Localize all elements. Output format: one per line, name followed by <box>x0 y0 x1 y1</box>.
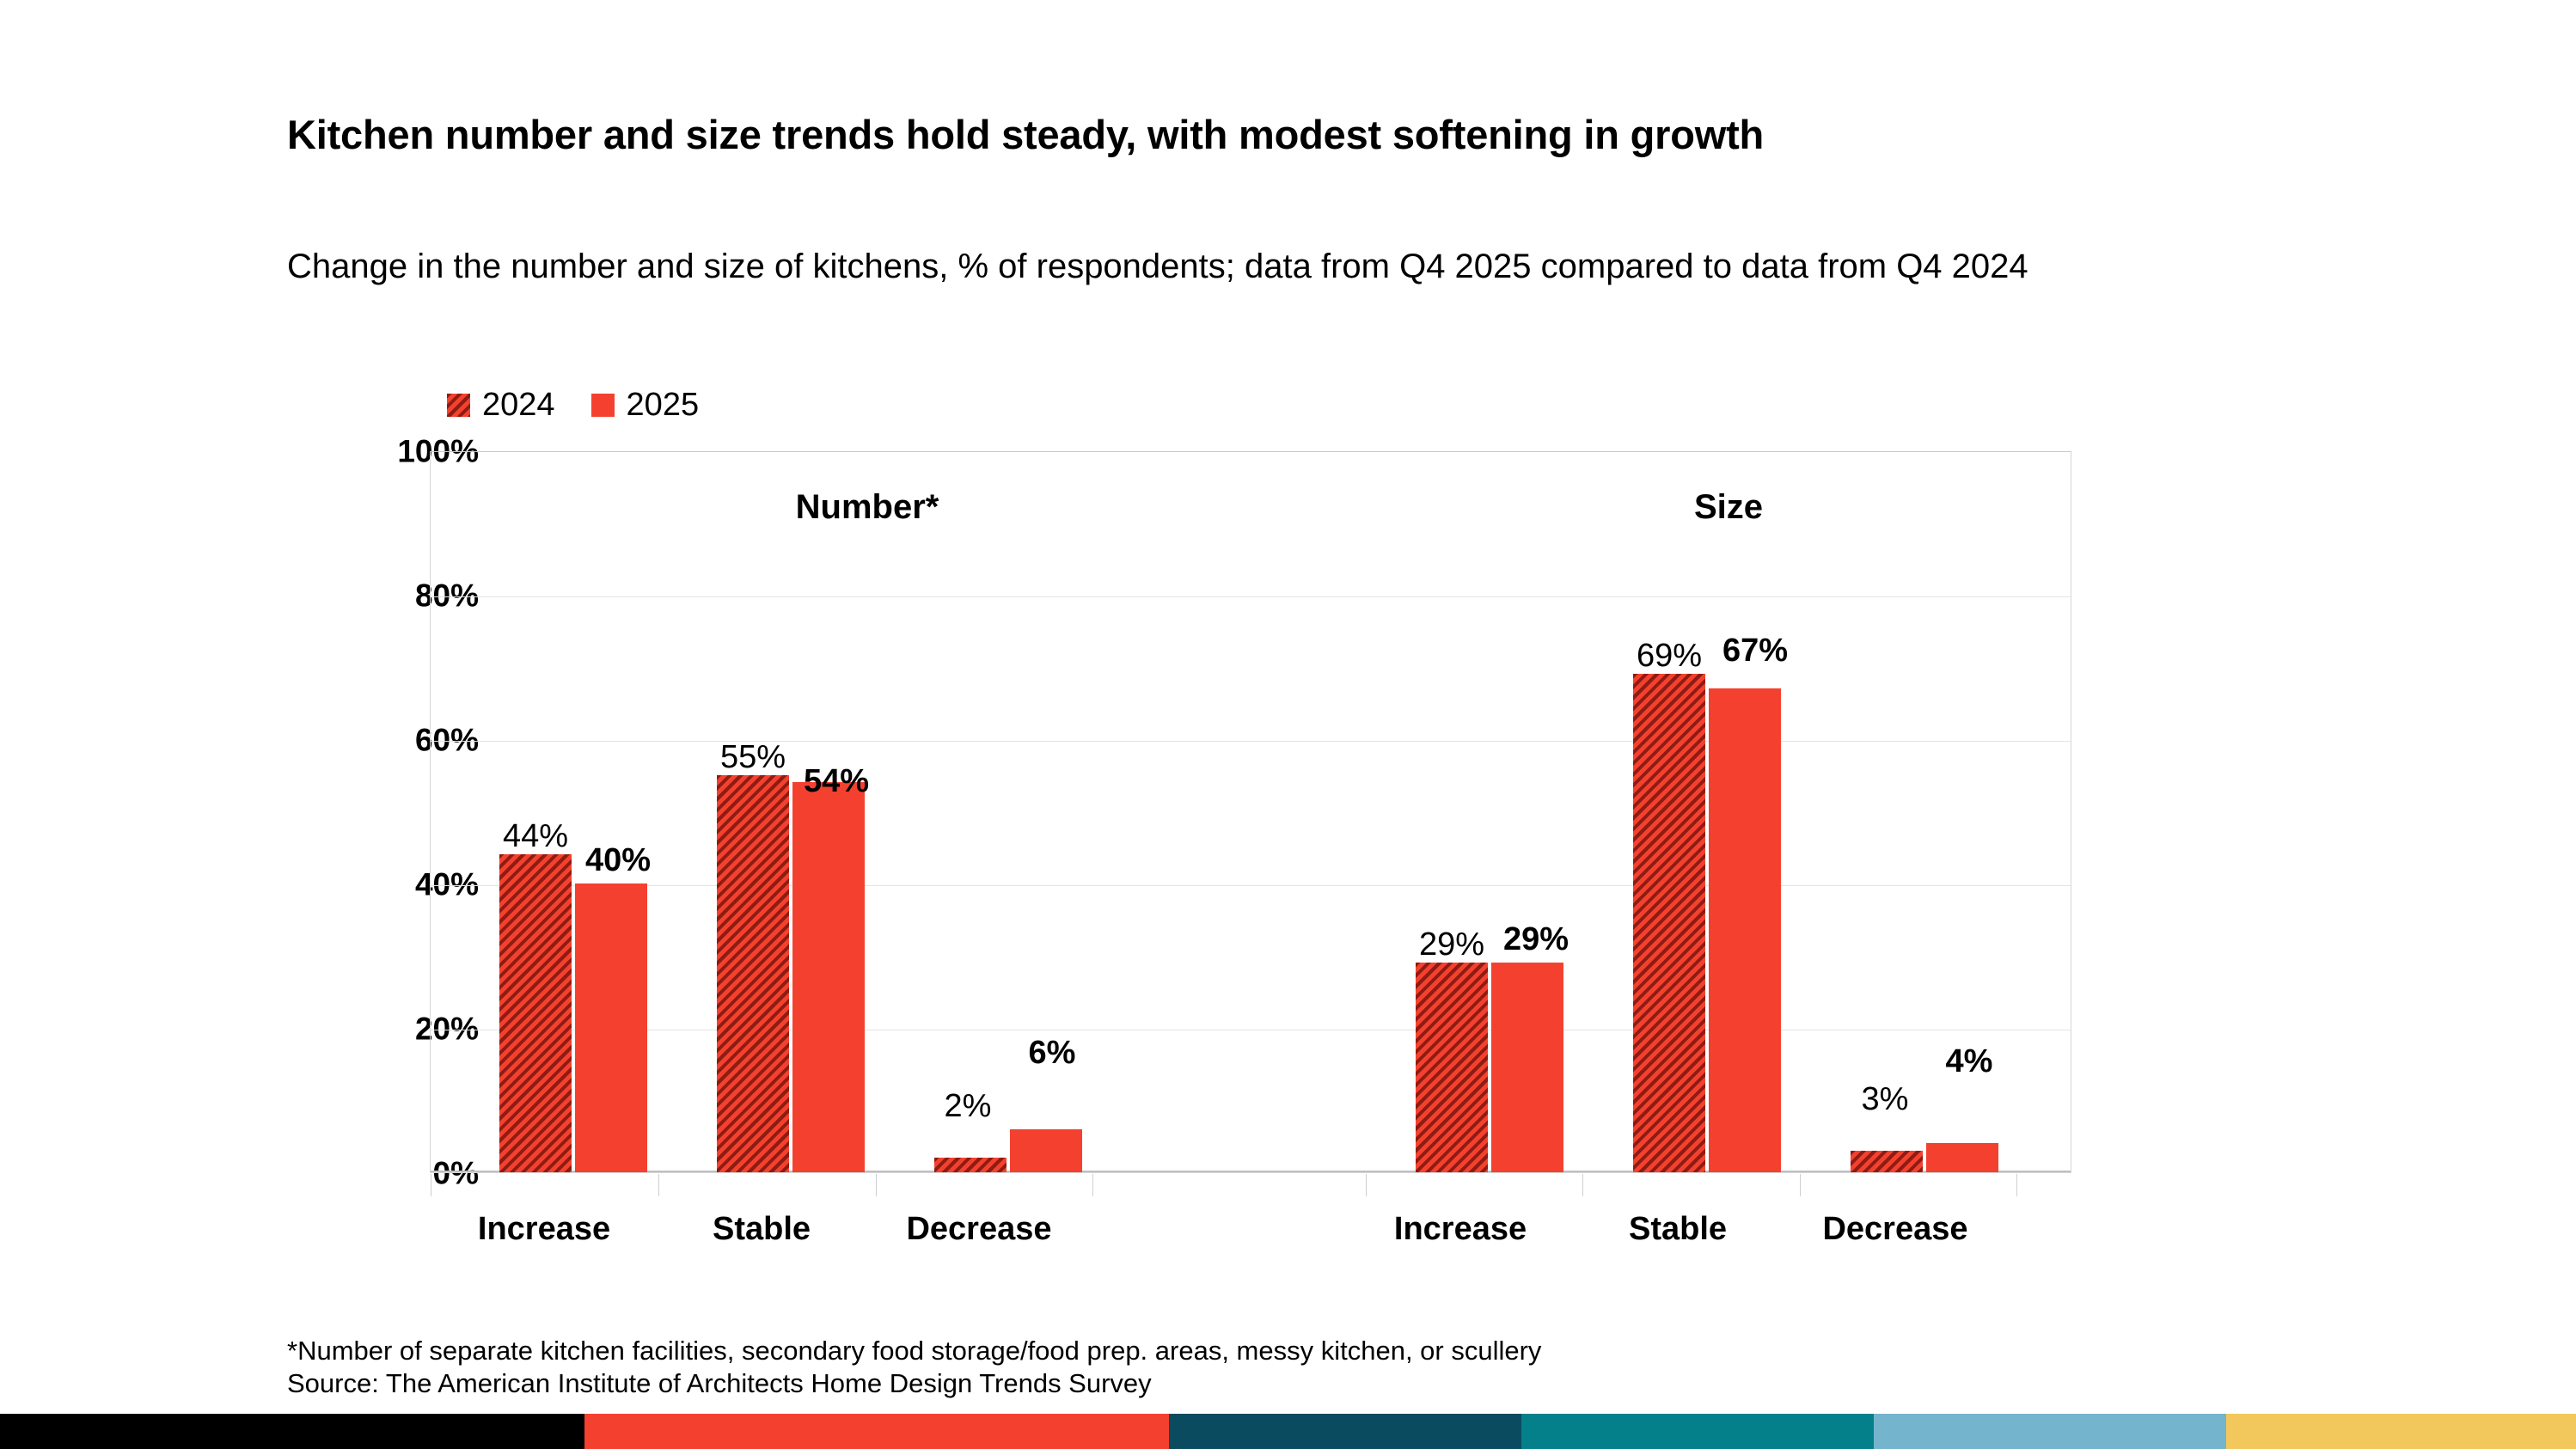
legend-item-2025[interactable]: 2025 <box>590 387 700 423</box>
x-tick-mark <box>658 1174 659 1196</box>
y-tick-label: 20% <box>414 1011 479 1047</box>
bar-size-increase-2024[interactable] <box>1416 963 1488 1172</box>
gridline <box>431 885 2071 886</box>
x-tick-mark <box>2016 1174 2017 1196</box>
bar-label-number-increase-2024: 44% <box>502 818 569 854</box>
bar-number-stable-2025[interactable] <box>792 782 865 1172</box>
legend-swatch-hatched-icon <box>447 393 470 417</box>
bar-label-number-stable-2024: 55% <box>719 739 786 775</box>
bar-label-number-stable-2025: 54% <box>803 763 870 799</box>
footnote-asterisk: *Number of separate kitchen facilities, … <box>287 1336 1542 1366</box>
x-tick-mark <box>1092 1174 1093 1196</box>
bar-label-size-increase-2025: 29% <box>1502 921 1569 957</box>
strip-segment-1 <box>0 1414 584 1449</box>
bar-number-increase-2025[interactable] <box>575 883 647 1172</box>
y-tick-label: 60% <box>414 722 479 758</box>
strip-segment-4 <box>1521 1414 1874 1449</box>
gridline <box>431 596 2071 597</box>
bar-number-decrease-2025[interactable] <box>1010 1128 1082 1172</box>
legend-item-2024[interactable]: 2024 <box>447 388 555 421</box>
bar-size-decrease-2025[interactable] <box>1926 1143 1998 1172</box>
bar-label-size-stable-2025: 67% <box>1722 633 1789 669</box>
bar-number-decrease-2024[interactable] <box>934 1158 1007 1172</box>
bar-size-decrease-2024[interactable] <box>1851 1150 1923 1172</box>
bar-size-stable-2024[interactable] <box>1633 674 1705 1172</box>
bar-label-number-decrease-2024: 2% <box>944 1088 992 1124</box>
gridline <box>431 741 2071 742</box>
chart-subtitle: Change in the number and size of kitchen… <box>287 248 2028 285</box>
bottom-color-strip <box>0 1414 2576 1449</box>
bar-label-size-decrease-2025: 4% <box>1945 1043 1993 1079</box>
x-category-label-size-stable: Stable <box>1628 1211 1728 1247</box>
chart-plot-area: Number* Size 44% 40% 55% 54% 2% 6% 29% 2… <box>430 451 2071 1245</box>
bar-label-size-increase-2024: 29% <box>1418 926 1485 963</box>
bar-number-stable-2024[interactable] <box>717 775 789 1172</box>
chart-legend: 2024 2025 <box>447 388 699 421</box>
y-tick-label: 40% <box>414 866 479 902</box>
y-tick-label: 0% <box>432 1155 479 1191</box>
legend-swatch-solid-icon <box>590 393 615 417</box>
bar-label-size-stable-2024: 69% <box>1636 638 1703 674</box>
x-category-label-size-increase: Increase <box>1393 1211 1527 1247</box>
x-tick-mark <box>1582 1174 1583 1196</box>
x-category-label-number-stable: Stable <box>712 1211 811 1247</box>
group-header-size: Size <box>1693 488 1764 526</box>
x-tick-mark <box>1800 1174 1801 1196</box>
x-category-label-number-decrease: Decrease <box>906 1211 1052 1247</box>
page-title: Kitchen number and size trends hold stea… <box>287 112 1765 157</box>
x-tick-mark <box>1366 1174 1367 1196</box>
strip-segment-2 <box>584 1414 1169 1449</box>
bar-label-size-decrease-2024: 3% <box>1861 1081 1909 1117</box>
bar-size-increase-2025[interactable] <box>1491 963 1563 1172</box>
legend-label: 2024 <box>482 387 555 423</box>
bar-label-number-increase-2025: 40% <box>584 842 652 878</box>
bar-label-number-decrease-2025: 6% <box>1028 1035 1076 1071</box>
x-category-label-size-decrease: Decrease <box>1822 1211 1968 1247</box>
footnotes: *Number of separate kitchen facilities, … <box>287 1335 1541 1400</box>
bar-number-increase-2024[interactable] <box>499 854 572 1172</box>
x-category-label-number-increase: Increase <box>477 1211 611 1247</box>
y-tick-label: 80% <box>414 578 479 614</box>
strip-segment-5 <box>1874 1414 2226 1449</box>
strip-segment-3 <box>1169 1414 1521 1449</box>
x-tick-mark <box>876 1174 877 1196</box>
strip-segment-6 <box>2226 1414 2576 1449</box>
group-header-number: Number* <box>795 488 939 526</box>
footnote-source: Source: The American Institute of Archit… <box>287 1367 1152 1398</box>
bar-size-stable-2025[interactable] <box>1709 688 1781 1172</box>
legend-label: 2025 <box>626 387 700 423</box>
x-axis-baseline <box>431 1171 2071 1172</box>
